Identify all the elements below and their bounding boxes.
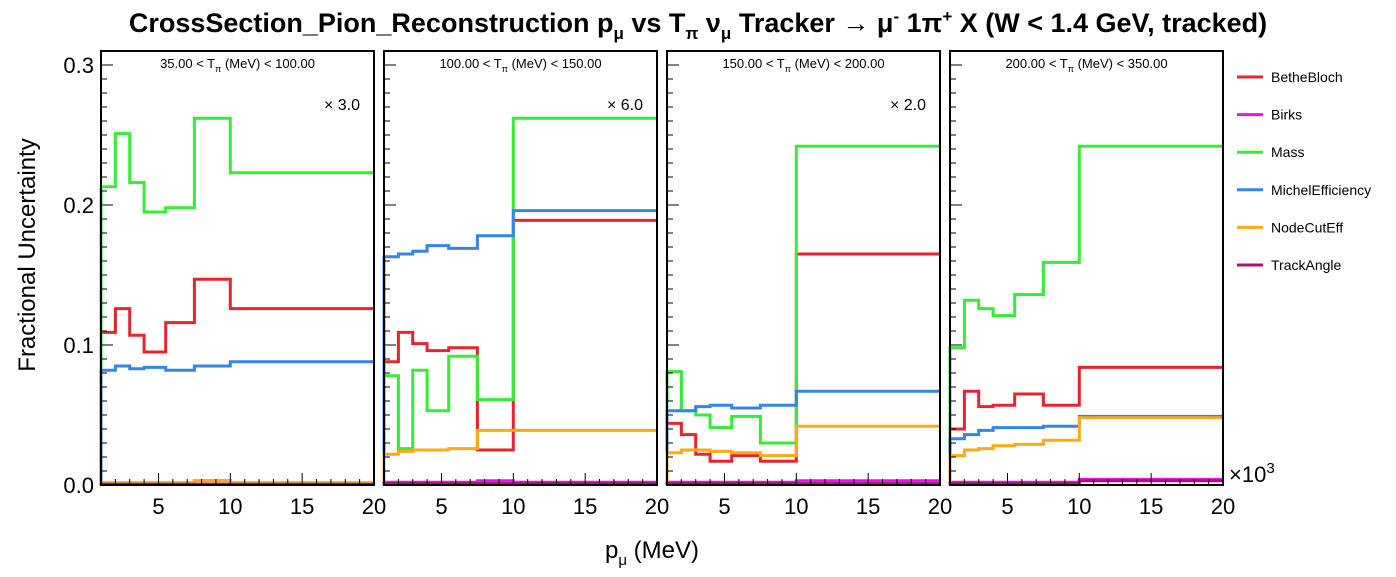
legend-label: NodeCutEff: [1271, 219, 1343, 235]
panel-label-pre: 200.00 < T: [1005, 56, 1067, 71]
panel-label-pre: 100.00 < T: [439, 56, 501, 71]
chart-title: CrossSection_Pion_Reconstruction pμ vs T…: [129, 7, 1267, 43]
x-tick-label: 5: [435, 494, 447, 519]
x-tick-label: 15: [856, 494, 880, 519]
legend-item-birks: Birks: [1237, 107, 1302, 123]
x-axis-label: pμ (MeV): [605, 537, 699, 569]
x-exponent-power: 3: [1266, 460, 1274, 477]
panel-frame: [383, 50, 658, 486]
panel-3: 5 10 15 20 150.00 < Tπ (MeV) < 200.00 × 2.0: [665, 50, 952, 519]
legend-item-michelefficiency: MichelEfficiency: [1237, 182, 1371, 198]
x-exponent-label: ×103: [1229, 460, 1275, 487]
series-line-michelefficiency: [665, 389, 940, 485]
x-tick-label: 15: [1139, 494, 1163, 519]
title-mid2: ν: [698, 8, 721, 38]
panel-scale-label: × 3.0: [324, 97, 360, 114]
title-mid1: vs T: [624, 8, 686, 38]
x-tick-label: 5: [1001, 494, 1013, 519]
legend-label: Birks: [1271, 107, 1302, 123]
legend-label: MichelEfficiency: [1271, 182, 1371, 198]
x-tick-label: 20: [362, 494, 386, 519]
x-axis-label-sub: μ: [618, 552, 627, 569]
panel-scale-label: × 2.0: [890, 97, 926, 114]
x-axis-label-unit: (MeV): [627, 537, 699, 564]
title-mid4: 1π: [899, 8, 942, 38]
panel-scale-label: × 6.0: [607, 97, 643, 114]
x-tick-label: 20: [1211, 494, 1235, 519]
panel-label-post: (MeV) < 200.00: [791, 56, 885, 71]
panel-1: 5 10 15 20 0.0 0.1 0.2 0.3 35.00 < Tπ (MeV) < 10…: [63, 50, 386, 519]
legend-label: BetheBloch: [1271, 69, 1343, 85]
panel-label-pre: 35.00 < T: [160, 56, 215, 71]
series-line-trackangle: [382, 482, 657, 486]
legend-label: Mass: [1271, 144, 1304, 160]
panel-frame: [100, 50, 375, 486]
panel-label-sub: π: [215, 64, 221, 74]
x-tick-label: 15: [573, 494, 597, 519]
legend-label: TrackAngle: [1271, 257, 1342, 273]
legend-item-trackangle: TrackAngle: [1237, 257, 1342, 273]
x-tick-label: 20: [645, 494, 669, 519]
legend-item-nodecuteff: NodeCutEff: [1237, 219, 1343, 235]
y-tick-label: 0.0: [63, 473, 94, 498]
panel-label-post: (MeV) < 150.00: [508, 56, 602, 71]
title-sub1: μ: [613, 24, 623, 43]
series-line-nodecuteff: [665, 424, 940, 485]
x-tick-label: 10: [501, 494, 525, 519]
y-tick-label: 0.3: [63, 53, 94, 78]
x-tick-label: 15: [290, 494, 314, 519]
panel-label-sub: π: [502, 64, 508, 74]
title-prefix: CrossSection_Pion_Reconstruction p: [129, 8, 614, 38]
panel-label-post: (MeV) < 100.00: [221, 56, 315, 71]
series-line-michelefficiency: [99, 360, 374, 485]
title-suffix: X (W < 1.4 GeV, tracked): [952, 8, 1267, 38]
panel-2: 5 10 15 20 100.00 < Tπ (MeV) < 150.00 × 6.0: [382, 50, 669, 519]
panel-label-sub: π: [785, 64, 791, 74]
title-sub2: π: [685, 24, 698, 43]
panel-label: 35.00 < Tπ (MeV) < 100.00: [160, 56, 315, 74]
legend-item-mass: Mass: [1237, 144, 1304, 160]
y-axis-label: Fractional Uncertainty: [14, 138, 41, 371]
panel-frame: [949, 50, 1224, 486]
panel-frame: [666, 50, 941, 486]
series-line-mass: [948, 144, 1223, 485]
title-sub3: μ: [721, 24, 731, 43]
panels-group: 5 10 15 200.00.10.20.3 35.00 < Tπ (MeV) < 10…: [63, 50, 1235, 519]
x-tick-label: 10: [784, 494, 808, 519]
panel-label-post: (MeV) < 350.00: [1074, 56, 1168, 71]
x-tick-label: 10: [1067, 494, 1091, 519]
panel-label-sub: π: [1068, 64, 1074, 74]
panel-label: 100.00 < Tπ (MeV) < 150.00: [439, 56, 601, 74]
series-line-michelefficiency: [382, 209, 657, 485]
series-line-mass: [665, 144, 940, 485]
title-mid3: Tracker → μ: [731, 8, 893, 38]
x-exponent-base: ×10: [1229, 462, 1266, 487]
panel-label: 150.00 < Tπ (MeV) < 200.00: [722, 56, 884, 74]
x-tick-label: 5: [152, 494, 164, 519]
x-tick-label: 20: [928, 494, 952, 519]
y-tick-label: 0.2: [63, 193, 94, 218]
series-line-nodecuteff: [382, 428, 657, 485]
panel-label-pre: 150.00 < T: [722, 56, 784, 71]
x-axis-label-main: p: [605, 537, 618, 564]
panel-4: 5 10 15 20 200.00 < Tπ (MeV) < 350.00: [948, 50, 1235, 519]
series-line-nodecuteff: [948, 416, 1223, 485]
title-sup1: -: [893, 7, 899, 26]
series-line-bethebloch: [99, 277, 374, 485]
title-sup2: +: [942, 7, 952, 26]
series-line-mass: [99, 116, 374, 485]
x-tick-label: 10: [218, 494, 242, 519]
series-line-trackangle: [665, 482, 940, 486]
y-tick-label: 0.1: [63, 333, 94, 358]
legend-item-bethebloch: BetheBloch: [1237, 69, 1343, 85]
series-line-mass: [382, 116, 657, 485]
x-tick-label: 5: [718, 494, 730, 519]
series-line-michelefficiency: [948, 414, 1223, 485]
series-line-bethebloch: [382, 218, 657, 485]
panel-label: 200.00 < Tπ (MeV) < 350.00: [1005, 56, 1167, 74]
series-line-bethebloch: [948, 365, 1223, 485]
legend: BetheBloch Birks Mass MichelEfficiency NodeC…: [1237, 69, 1371, 273]
